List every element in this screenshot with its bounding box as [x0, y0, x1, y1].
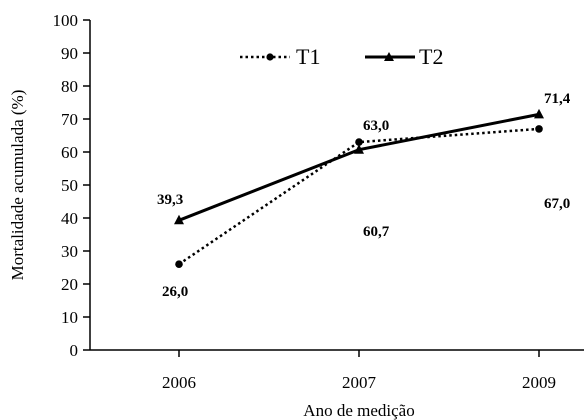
data-label-t2: 60,7 — [363, 224, 390, 240]
y-tick-label: 60 — [61, 143, 78, 162]
data-label-t2: 39,3 — [157, 192, 183, 208]
data-label-t1: 63,0 — [363, 118, 389, 134]
y-tick-label: 100 — [53, 11, 79, 30]
y-tick-label: 30 — [61, 242, 78, 261]
legend-marker-t1 — [266, 53, 274, 61]
y-tick-label: 80 — [61, 77, 78, 96]
series-line-t2 — [178, 112, 540, 222]
data-labels: 26,0 63,0 67,0 39,3 60,7 71,4 — [157, 91, 571, 300]
data-point-t1 — [535, 125, 543, 133]
y-tick-label: 40 — [61, 209, 78, 228]
x-axis-ticks: 2006 2007 2009 — [162, 350, 556, 392]
y-tick-label: 20 — [61, 275, 78, 294]
x-tick-label: 2006 — [162, 373, 196, 392]
data-point-t1 — [355, 138, 363, 146]
x-tick-label: 2009 — [522, 373, 556, 392]
y-tick-label: 0 — [70, 341, 79, 360]
legend-label-t1: T1 — [296, 44, 320, 69]
data-label-t1: 67,0 — [544, 196, 570, 212]
y-tick-label: 50 — [61, 176, 78, 195]
series-line-t1 — [178, 127, 540, 266]
data-point-t1 — [175, 260, 183, 269]
data-point-t2 — [354, 144, 364, 154]
y-tick-label: 10 — [61, 308, 78, 327]
y-axis-ticks: 0 10 20 30 40 50 60 70 80 90 100 — [53, 11, 90, 360]
series-layer — [174, 108, 544, 269]
data-label-t1: 26,0 — [162, 284, 188, 300]
axes — [89, 20, 584, 351]
x-axis-title: Ano de medição — [303, 401, 414, 420]
legend-label-t2: T2 — [419, 44, 443, 69]
legend: T1 T2 — [240, 44, 443, 69]
y-tick-label: 90 — [61, 44, 78, 63]
legend-marker-t2 — [384, 52, 394, 61]
data-point-t2 — [534, 108, 544, 119]
data-label-t2: 71,4 — [544, 91, 571, 107]
x-tick-label: 2007 — [342, 373, 377, 392]
data-point-t2 — [174, 214, 184, 225]
y-axis-title: Mortalidade acumulada (%) — [8, 90, 27, 281]
y-tick-label: 70 — [61, 110, 78, 129]
